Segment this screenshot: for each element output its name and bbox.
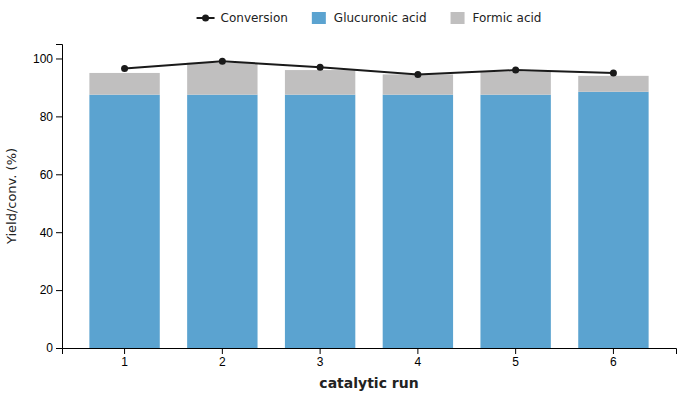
tick-mark bbox=[56, 290, 62, 291]
line bbox=[125, 61, 614, 74]
legend-item: Glucuronic acid bbox=[312, 11, 427, 25]
tick: 5 bbox=[512, 348, 519, 369]
legend-label: Formic acid bbox=[473, 11, 542, 25]
tick-label: 40 bbox=[40, 226, 54, 240]
bar bbox=[89, 95, 159, 348]
x-axis-title: catalytic run bbox=[319, 375, 418, 391]
axis-line bbox=[56, 45, 63, 349]
bar bbox=[480, 72, 550, 95]
legend-label: Conversion bbox=[221, 11, 288, 25]
tick-mark bbox=[56, 58, 62, 59]
tick-mark bbox=[417, 348, 418, 354]
point bbox=[512, 67, 519, 74]
plot: 0 20 40 60 80 100 1 2 3 4 5 6 bbox=[33, 45, 677, 369]
tick: 2 bbox=[219, 348, 226, 369]
marks bbox=[89, 58, 648, 348]
bar bbox=[187, 95, 257, 348]
legend-label: Glucuronic acid bbox=[334, 11, 427, 25]
x-axis: 1 2 3 4 5 6 bbox=[63, 348, 677, 369]
tick-mark bbox=[124, 348, 125, 354]
tick: 3 bbox=[317, 348, 324, 369]
point bbox=[121, 65, 128, 72]
tick-label: 4 bbox=[415, 355, 422, 369]
legend-swatch bbox=[451, 12, 465, 24]
legend-item: Conversion bbox=[197, 11, 288, 25]
tick-mark bbox=[56, 116, 62, 117]
tick: 4 bbox=[415, 348, 422, 369]
bar-series bbox=[89, 63, 648, 95]
point bbox=[414, 71, 421, 78]
tick-label: 20 bbox=[40, 283, 54, 297]
tick: 20 bbox=[40, 283, 62, 297]
point bbox=[610, 69, 617, 76]
point bbox=[219, 58, 226, 65]
bar bbox=[480, 95, 550, 348]
bar bbox=[89, 73, 159, 95]
tick-label: 6 bbox=[610, 355, 617, 369]
tick-mark bbox=[56, 232, 62, 233]
tick-label: 60 bbox=[40, 168, 54, 182]
point bbox=[317, 64, 324, 71]
tick: 80 bbox=[40, 110, 62, 124]
bar bbox=[578, 92, 648, 348]
tick-mark bbox=[56, 174, 62, 175]
legend: Conversion Glucuronic acid Formic acid bbox=[197, 11, 542, 25]
y-axis-title: Yield/conv. (%) bbox=[4, 148, 19, 245]
legend-swatch bbox=[202, 15, 209, 22]
tick: 1 bbox=[121, 348, 128, 369]
chart: 0 20 40 60 80 100 1 2 3 4 5 6 catalytic run Yield/con… bbox=[0, 0, 696, 398]
tick-mark bbox=[56, 348, 62, 349]
tick-label: 5 bbox=[512, 355, 519, 369]
y-axis: 0 20 40 60 80 100 bbox=[33, 45, 63, 356]
tick-label: 100 bbox=[33, 52, 53, 66]
legend-swatch bbox=[312, 12, 326, 24]
tick-mark bbox=[222, 348, 223, 354]
tick-label: 1 bbox=[121, 355, 128, 369]
bar bbox=[285, 70, 355, 95]
bar bbox=[383, 95, 453, 348]
tick-label: 80 bbox=[40, 110, 54, 124]
bar bbox=[187, 63, 257, 95]
tick: 0 bbox=[46, 341, 62, 355]
tick-mark bbox=[613, 348, 614, 354]
axis-line bbox=[63, 349, 677, 355]
tick-label: 2 bbox=[219, 355, 226, 369]
bar bbox=[285, 95, 355, 348]
tick: 40 bbox=[40, 226, 62, 240]
tick-label: 3 bbox=[317, 355, 324, 369]
tick-label: 0 bbox=[46, 341, 53, 355]
bar bbox=[578, 76, 648, 92]
line-series bbox=[121, 58, 617, 78]
bar-series bbox=[89, 92, 648, 348]
tick: 100 bbox=[33, 52, 62, 66]
legend-item: Formic acid bbox=[451, 11, 542, 25]
tick: 6 bbox=[610, 348, 617, 369]
tick: 60 bbox=[40, 168, 62, 182]
tick-mark bbox=[320, 348, 321, 354]
tick-mark bbox=[515, 348, 516, 354]
